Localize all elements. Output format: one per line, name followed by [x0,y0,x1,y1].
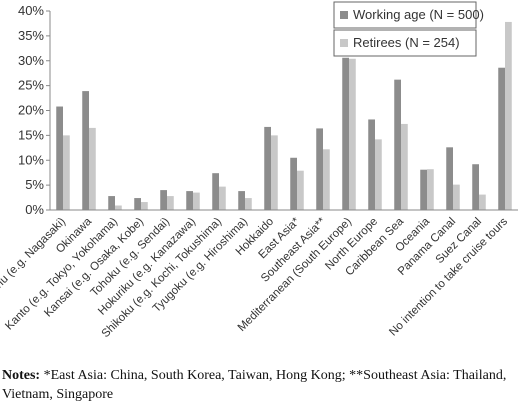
bar [420,169,427,210]
legend-swatch [340,11,348,19]
bar [323,149,330,210]
bar [349,58,356,211]
bar [56,106,63,210]
bar [238,191,245,210]
legend-swatch [340,39,348,47]
bar [63,135,70,210]
bar [108,196,115,210]
bar [498,67,505,210]
chart: 0%5%10%15%20%25%30%35%40%Kyushu (e.g. Na… [0,1,518,340]
legend-box [333,29,477,57]
legend-label: Working age (N = 500) [353,7,484,22]
bar [472,164,479,210]
bar [82,91,89,210]
bar [290,157,297,210]
bar [134,198,141,210]
notes-text: *East Asia: China, South Korea, Taiwan, … [2,368,507,402]
y-tick-label: 30% [18,53,44,68]
y-tick-label: 20% [18,103,44,118]
notes-label: Notes: [2,368,41,383]
bar [193,192,200,210]
bar [115,205,122,210]
bar [141,202,148,210]
bar [316,128,323,210]
bar [505,21,512,210]
y-tick-label: 40% [18,3,44,18]
bar [264,126,271,210]
bar [453,184,460,210]
bar [212,173,219,210]
legend-box [333,1,477,29]
y-tick-label: 10% [18,152,44,167]
bar [219,186,226,210]
bar [160,190,167,210]
bar [479,194,486,210]
bar [342,57,349,210]
bar [375,139,382,210]
bar [427,169,434,210]
bar [271,135,278,210]
y-tick-label: 0% [25,202,44,217]
bar [446,147,453,210]
bar [394,79,401,210]
bar [401,123,408,210]
y-tick-label: 35% [18,28,44,43]
y-tick-label: 25% [18,78,44,93]
notes: Notes: *East Asia: China, South Korea, T… [2,366,514,404]
bar [167,196,174,210]
bar [368,119,375,210]
bar [245,198,252,210]
legend-label: Retirees (N = 254) [353,35,460,50]
y-tick-label: 15% [18,127,44,142]
y-tick-label: 5% [25,177,44,192]
bar [297,170,304,210]
bar [186,191,193,210]
bar [89,127,96,210]
